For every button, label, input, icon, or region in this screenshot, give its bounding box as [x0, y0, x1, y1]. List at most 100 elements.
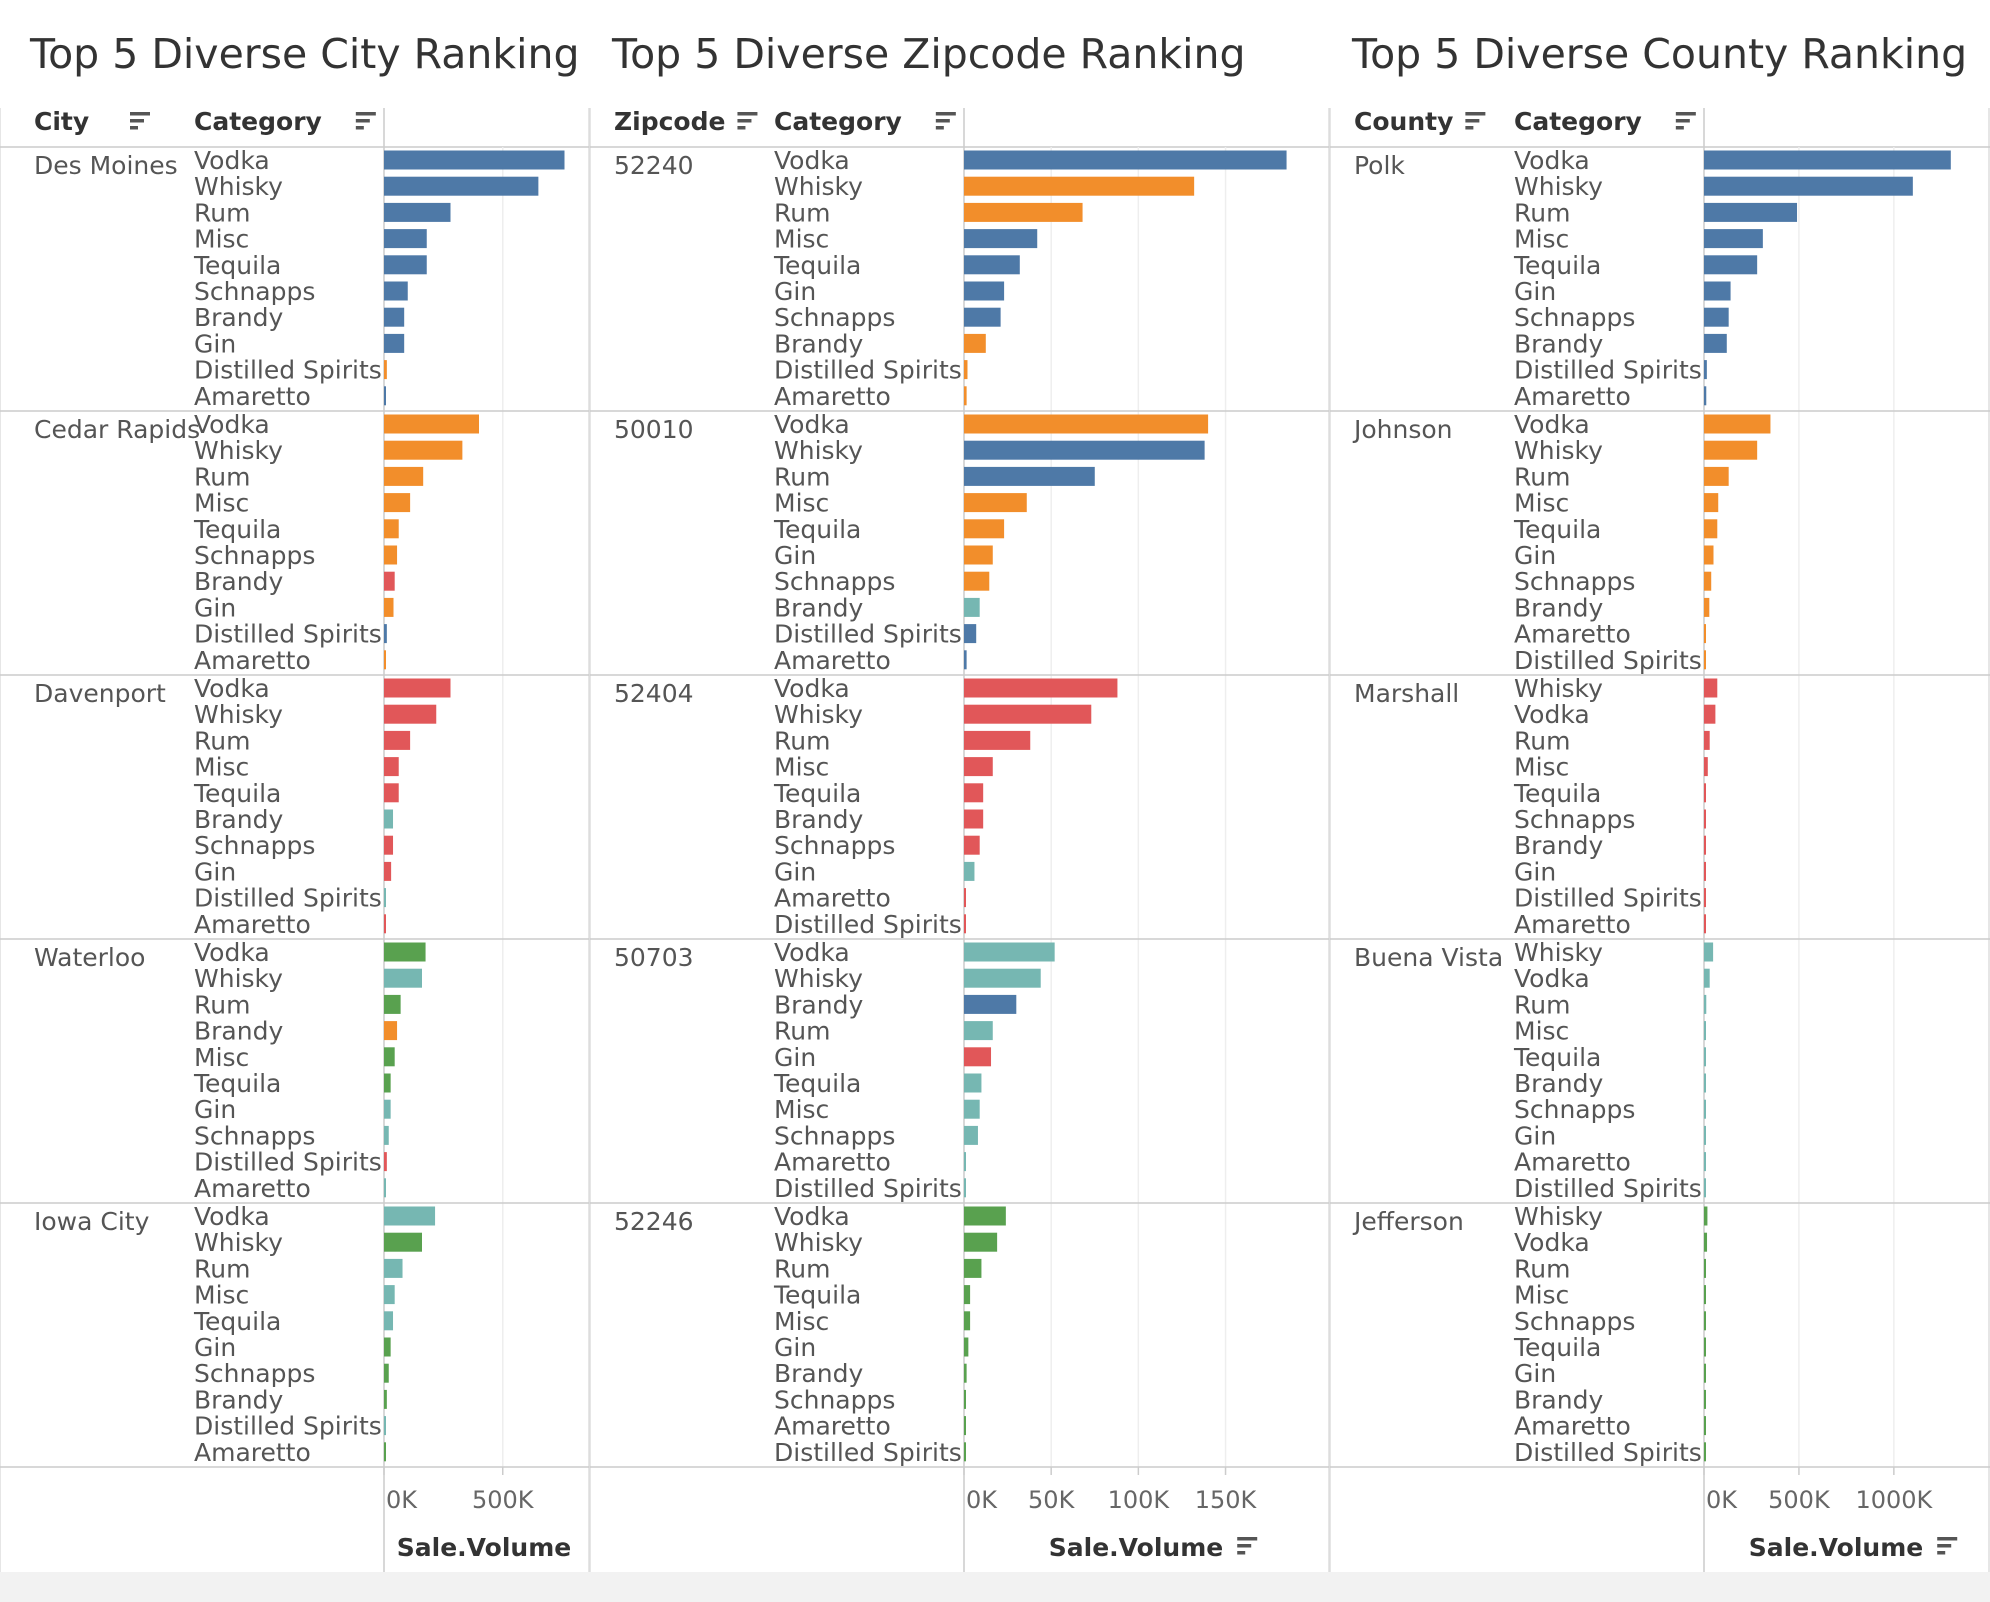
- bar[interactable]: [1704, 1285, 1706, 1305]
- bar[interactable]: [384, 281, 408, 301]
- bar[interactable]: [384, 386, 386, 406]
- bar[interactable]: [964, 914, 966, 934]
- bar[interactable]: [384, 176, 539, 196]
- bar[interactable]: [384, 1337, 391, 1357]
- bar[interactable]: [384, 202, 451, 222]
- bar[interactable]: [964, 1047, 992, 1067]
- bar[interactable]: [384, 914, 386, 934]
- sort-category-icon[interactable]: [1675, 112, 1696, 130]
- bar[interactable]: [384, 835, 394, 855]
- bar[interactable]: [1704, 1416, 1706, 1436]
- bar[interactable]: [384, 650, 386, 670]
- bar[interactable]: [964, 1285, 971, 1305]
- bar[interactable]: [384, 229, 427, 249]
- bar[interactable]: [964, 466, 1095, 486]
- bar[interactable]: [964, 255, 1020, 275]
- bar[interactable]: [1704, 1021, 1706, 1041]
- bar[interactable]: [384, 1021, 398, 1041]
- bar[interactable]: [964, 281, 1005, 301]
- bar[interactable]: [384, 150, 565, 170]
- bar[interactable]: [964, 1125, 978, 1145]
- bar[interactable]: [964, 545, 993, 565]
- bar[interactable]: [1704, 440, 1758, 460]
- bar[interactable]: [964, 1073, 982, 1093]
- bar[interactable]: [964, 888, 966, 908]
- sort-group-icon[interactable]: [130, 112, 150, 130]
- bar[interactable]: [964, 414, 1209, 434]
- bar[interactable]: [384, 1047, 395, 1067]
- bar[interactable]: [384, 968, 422, 988]
- bar[interactable]: [964, 1258, 982, 1278]
- bar[interactable]: [964, 440, 1205, 460]
- bar[interactable]: [1704, 150, 1951, 170]
- bar[interactable]: [1704, 571, 1712, 591]
- sort-category-icon[interactable]: [355, 112, 376, 130]
- bar[interactable]: [384, 861, 392, 881]
- bar[interactable]: [1704, 333, 1727, 353]
- bar[interactable]: [1704, 202, 1798, 222]
- bar[interactable]: [384, 440, 463, 460]
- bar[interactable]: [1704, 1178, 1706, 1198]
- bar[interactable]: [1704, 493, 1719, 513]
- bar[interactable]: [964, 1311, 971, 1331]
- bar[interactable]: [964, 942, 1055, 962]
- bar[interactable]: [384, 1363, 389, 1383]
- bar[interactable]: [964, 704, 1092, 724]
- bar[interactable]: [1704, 1389, 1706, 1409]
- bar[interactable]: [1704, 466, 1729, 486]
- bar[interactable]: [384, 1232, 422, 1252]
- bar[interactable]: [384, 597, 394, 617]
- bar[interactable]: [1704, 624, 1706, 644]
- bar[interactable]: [1704, 1073, 1706, 1093]
- bar[interactable]: [384, 624, 387, 644]
- bar[interactable]: [1704, 861, 1706, 881]
- bar[interactable]: [1704, 1099, 1706, 1119]
- sort-axis-icon[interactable]: [1937, 1537, 1958, 1555]
- bar[interactable]: [964, 597, 980, 617]
- bar[interactable]: [964, 1021, 993, 1041]
- bar[interactable]: [964, 1442, 966, 1462]
- bar[interactable]: [964, 1206, 1006, 1226]
- bar[interactable]: [964, 1363, 967, 1383]
- bar[interactable]: [1704, 968, 1710, 988]
- bar[interactable]: [1704, 597, 1710, 617]
- bar[interactable]: [1704, 281, 1731, 301]
- bar[interactable]: [964, 386, 967, 406]
- bar[interactable]: [964, 861, 975, 881]
- bar[interactable]: [964, 1178, 966, 1198]
- bar[interactable]: [384, 1416, 386, 1436]
- sort-group-icon[interactable]: [737, 112, 758, 130]
- bar[interactable]: [1704, 255, 1758, 275]
- bar[interactable]: [1704, 888, 1706, 908]
- bar[interactable]: [384, 571, 395, 591]
- sort-axis-icon[interactable]: [1237, 1537, 1258, 1555]
- bar[interactable]: [964, 1152, 966, 1172]
- bar[interactable]: [1704, 360, 1707, 380]
- bar[interactable]: [964, 624, 977, 644]
- bar[interactable]: [384, 333, 405, 353]
- bar[interactable]: [1704, 176, 1913, 196]
- bar[interactable]: [384, 888, 386, 908]
- bar[interactable]: [1704, 650, 1706, 670]
- bar[interactable]: [384, 414, 479, 434]
- bar[interactable]: [1704, 229, 1763, 249]
- sort-group-icon[interactable]: [1465, 112, 1486, 130]
- bar[interactable]: [1704, 783, 1706, 803]
- bar[interactable]: [1704, 678, 1718, 698]
- bar[interactable]: [1704, 1232, 1708, 1252]
- bar[interactable]: [384, 704, 437, 724]
- bar[interactable]: [384, 1258, 403, 1278]
- bar[interactable]: [1704, 1125, 1706, 1145]
- bar[interactable]: [964, 650, 967, 670]
- bar[interactable]: [964, 994, 1017, 1014]
- bar[interactable]: [964, 678, 1118, 698]
- bar[interactable]: [384, 1389, 387, 1409]
- bar[interactable]: [964, 360, 968, 380]
- bar[interactable]: [384, 730, 411, 750]
- bar[interactable]: [964, 1337, 969, 1357]
- bar[interactable]: [1704, 386, 1707, 406]
- bar[interactable]: [1704, 942, 1714, 962]
- bar[interactable]: [384, 466, 424, 486]
- bar[interactable]: [384, 994, 401, 1014]
- bar[interactable]: [1704, 1363, 1706, 1383]
